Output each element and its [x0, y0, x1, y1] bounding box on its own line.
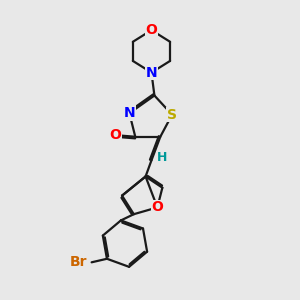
Text: H: H — [157, 152, 167, 164]
Text: O: O — [110, 128, 122, 142]
Text: O: O — [152, 200, 163, 214]
Text: S: S — [167, 108, 177, 122]
Text: N: N — [124, 106, 135, 120]
Text: Br: Br — [70, 255, 87, 269]
Text: N: N — [146, 66, 157, 80]
Text: O: O — [146, 23, 158, 37]
